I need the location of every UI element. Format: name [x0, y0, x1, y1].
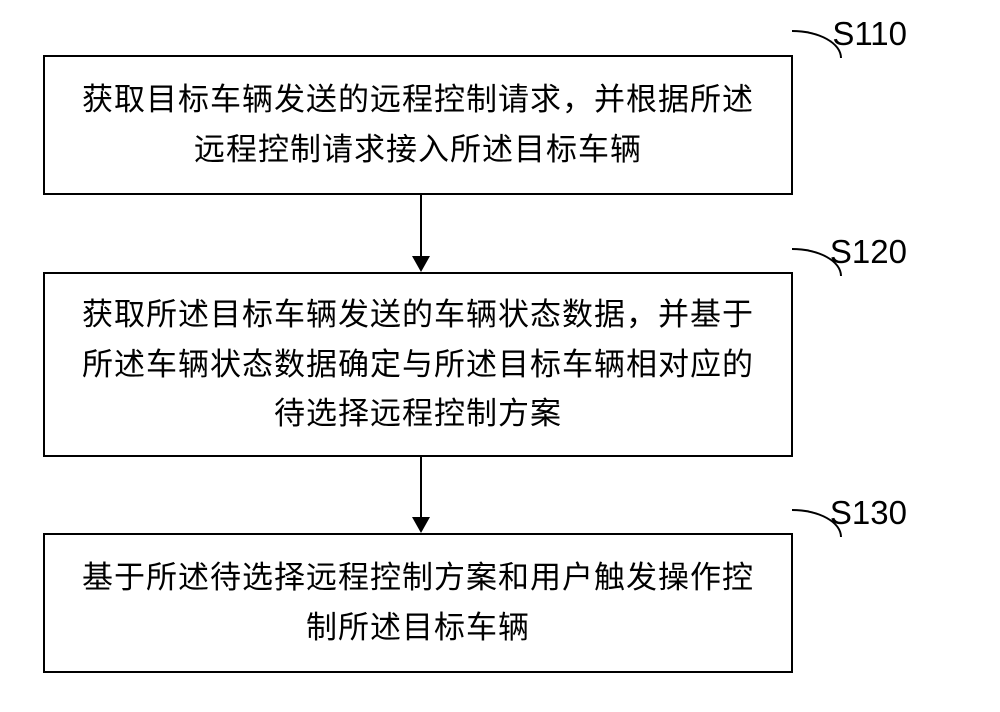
- step-label-s130: S130: [830, 494, 907, 532]
- step-text-s130: 基于所述待选择远程控制方案和用户触发操作控制所述目标车辆: [69, 553, 767, 652]
- step-box-s110: 获取目标车辆发送的远程控制请求，并根据所述远程控制请求接入所述目标车辆: [43, 55, 793, 195]
- arrow-line-2: [420, 457, 422, 517]
- arrow-line-1: [420, 195, 422, 256]
- step-label-s110: S110: [832, 15, 907, 53]
- step-box-s120: 获取所述目标车辆发送的车辆状态数据，并基于所述车辆状态数据确定与所述目标车辆相对…: [43, 272, 793, 457]
- step-box-s130: 基于所述待选择远程控制方案和用户触发操作控制所述目标车辆: [43, 533, 793, 673]
- step-text-s120: 获取所述目标车辆发送的车辆状态数据，并基于所述车辆状态数据确定与所述目标车辆相对…: [69, 290, 767, 439]
- step-text-s110: 获取目标车辆发送的远程控制请求，并根据所述远程控制请求接入所述目标车辆: [69, 75, 767, 174]
- arrow-head-1: [412, 256, 430, 272]
- flowchart-container: S110 获取目标车辆发送的远程控制请求，并根据所述远程控制请求接入所述目标车辆…: [0, 0, 1000, 712]
- arrow-head-2: [412, 517, 430, 533]
- step-label-s120: S120: [830, 233, 907, 271]
